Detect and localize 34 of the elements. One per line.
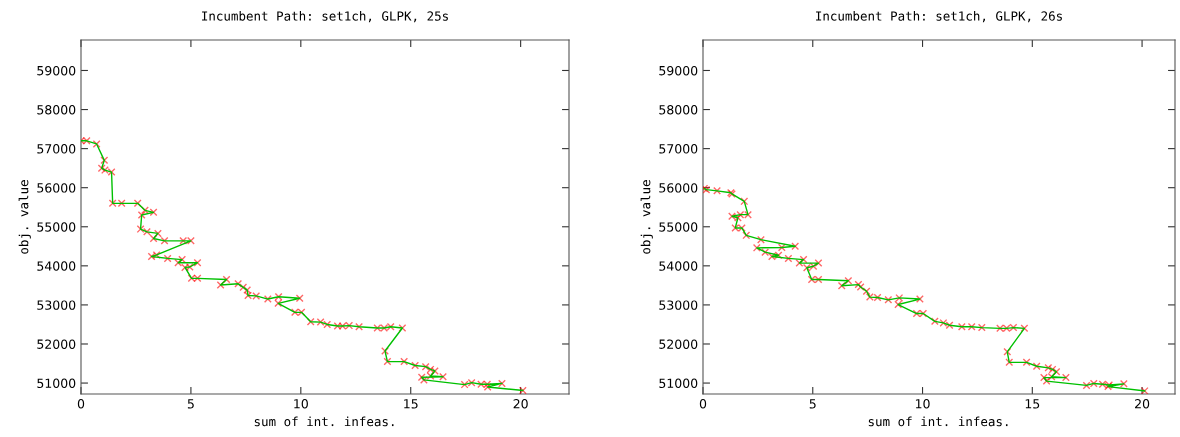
y-tick-label: 56000 [37,183,76,193]
y-tick-label: 52000 [659,339,698,349]
x-tick-label: 5 [187,399,194,409]
y-tick-label: 58000 [37,105,76,115]
y-tick-label: 56000 [659,183,698,193]
y-axis-title: obj. value [18,180,31,254]
chart-title: Incumbent Path: set1ch, GLPK, 25s [202,11,448,23]
x-tick-label: 0 [77,399,85,409]
x-tick-label: 20 [513,399,528,409]
y-tick-label: 51000 [659,378,698,388]
y-axis-title: obj. value [640,180,653,254]
x-axis-title: sum of int. infeas. [254,416,394,427]
y-tick-label: 59000 [659,65,698,76]
y-tick-label: 54000 [37,261,76,271]
x-tick-label: 5 [809,399,816,409]
y-tick-label: 55000 [37,222,76,232]
y-tick-label: 55000 [659,222,698,232]
y-tick-label: 58000 [659,105,698,115]
y-tick-label: 57000 [37,144,76,154]
y-tick-label: 53000 [659,300,698,310]
x-tick-label: 10 [294,399,308,409]
x-tick-label: 15 [404,399,418,409]
y-tick-label: 59000 [37,65,76,76]
y-tick-label: 53000 [37,300,76,310]
y-tick-label: 52000 [37,339,76,349]
x-axis-title: sum of int. infeas. [868,416,1008,427]
y-tick-label: 51000 [37,378,76,388]
x-tick-label: 0 [699,399,707,409]
chart-title: Incumbent Path: set1ch, GLPK, 26s [816,11,1062,23]
x-tick-label: 10 [915,399,930,409]
y-tick-label: 54000 [659,261,698,271]
y-tick-label: 57000 [659,144,698,154]
x-tick-label: 15 [1025,399,1040,409]
x-tick-label: 20 [1135,399,1150,409]
